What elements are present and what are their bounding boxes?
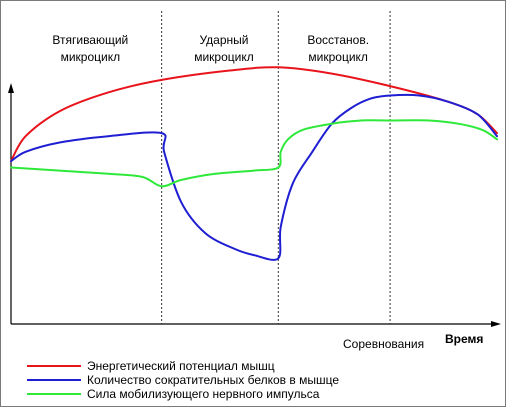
phase-label-2-line1: Ударный	[199, 33, 248, 47]
x-axis-label: Время	[445, 332, 483, 346]
legend-label-nerve-impulse: Сила мобилизующего нервного импульса	[87, 387, 320, 401]
phase-label-3-line1: Восстанов.	[307, 33, 369, 47]
phase-label-1-line2: микроцикл	[61, 50, 121, 64]
y-axis-arrow	[8, 83, 14, 93]
legend-label-contractile-proteins: Количество сократительных белков в мышце	[87, 373, 339, 387]
series-line-contractile-proteins	[10, 93, 498, 261]
phase-label-3-line2: микроцикл	[308, 50, 368, 64]
series-line-energy-potential	[10, 66, 498, 163]
series-line-nerve-impulse	[10, 119, 498, 188]
legend: Энергетический потенциал мышцКоличество …	[27, 359, 339, 401]
phase-labels: Втягивающий микроцикл Ударный микроцикл Восс…	[52, 33, 369, 64]
phase-label-1-line1: Втягивающий	[52, 33, 128, 47]
axes	[8, 83, 501, 327]
series-lines	[10, 66, 498, 261]
phase-label-2-line2: микроцикл	[194, 50, 254, 64]
competition-annotation: Соревнования	[343, 337, 424, 351]
legend-label-energy-potential: Энергетический потенциал мышц	[87, 359, 275, 373]
x-axis-arrow	[491, 321, 501, 327]
